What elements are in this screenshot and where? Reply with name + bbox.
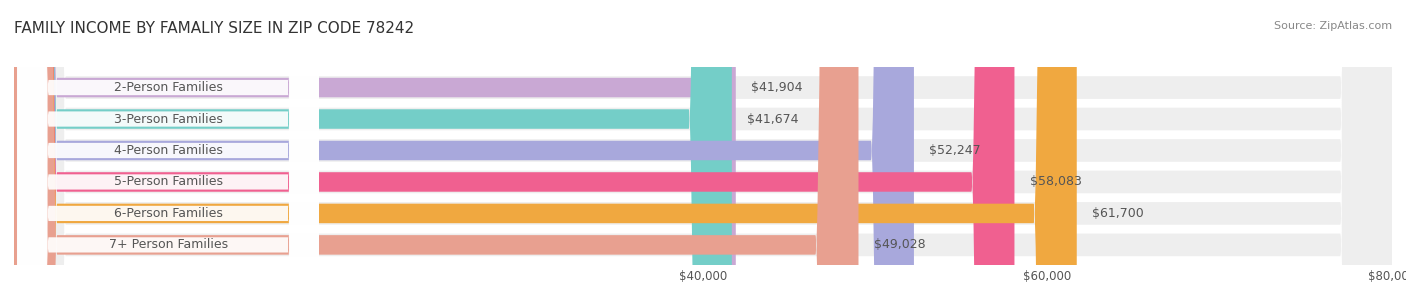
FancyBboxPatch shape [14,0,733,305]
Text: $58,083: $58,083 [1031,175,1081,188]
Text: $41,674: $41,674 [748,113,799,126]
FancyBboxPatch shape [14,0,1015,305]
FancyBboxPatch shape [17,0,319,305]
Text: $49,028: $49,028 [875,239,925,251]
Text: $52,247: $52,247 [929,144,981,157]
FancyBboxPatch shape [17,0,319,305]
FancyBboxPatch shape [17,0,319,305]
Text: 2-Person Families: 2-Person Families [114,81,222,94]
FancyBboxPatch shape [14,0,1392,305]
FancyBboxPatch shape [17,0,319,305]
FancyBboxPatch shape [17,0,319,305]
Text: 7+ Person Families: 7+ Person Families [108,239,228,251]
FancyBboxPatch shape [14,0,1392,305]
FancyBboxPatch shape [14,0,735,305]
FancyBboxPatch shape [14,0,1392,305]
Text: FAMILY INCOME BY FAMALIY SIZE IN ZIP CODE 78242: FAMILY INCOME BY FAMALIY SIZE IN ZIP COD… [14,21,415,36]
Text: $61,700: $61,700 [1092,207,1144,220]
FancyBboxPatch shape [14,0,859,305]
FancyBboxPatch shape [14,0,1392,305]
FancyBboxPatch shape [14,0,1392,305]
FancyBboxPatch shape [14,0,914,305]
FancyBboxPatch shape [14,0,1392,305]
Text: Source: ZipAtlas.com: Source: ZipAtlas.com [1274,21,1392,31]
Text: 6-Person Families: 6-Person Families [114,207,222,220]
Text: 4-Person Families: 4-Person Families [114,144,222,157]
FancyBboxPatch shape [17,0,319,305]
FancyBboxPatch shape [14,0,1077,305]
Text: 5-Person Families: 5-Person Families [114,175,222,188]
Text: 3-Person Families: 3-Person Families [114,113,222,126]
Text: $41,904: $41,904 [751,81,803,94]
